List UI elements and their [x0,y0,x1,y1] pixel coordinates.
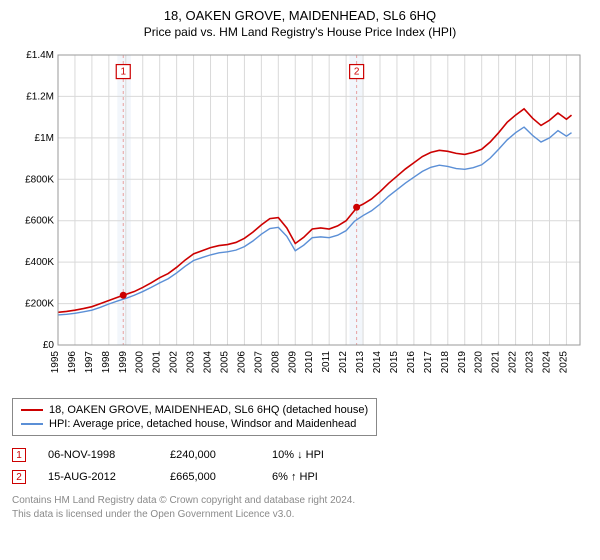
svg-text:2010: 2010 [304,351,315,374]
svg-text:2014: 2014 [372,351,383,374]
svg-text:2006: 2006 [236,351,247,374]
svg-text:2008: 2008 [270,351,281,374]
svg-text:2001: 2001 [152,351,163,374]
sale-date: 06-NOV-1998 [48,449,148,461]
svg-text:1996: 1996 [67,351,78,374]
sale-price: £240,000 [170,449,250,461]
svg-text:2007: 2007 [253,351,264,374]
legend-item: 18, OAKEN GROVE, MAIDENHEAD, SL6 6HQ (de… [21,403,368,417]
legend: 18, OAKEN GROVE, MAIDENHEAD, SL6 6HQ (de… [12,398,377,436]
sale-marker-icon: 1 [12,448,26,462]
svg-text:2022: 2022 [508,351,519,374]
svg-text:2009: 2009 [287,351,298,374]
svg-text:2011: 2011 [321,351,332,373]
svg-text:2024: 2024 [541,351,552,374]
footer-text: Contains HM Land Registry data © Crown c… [12,494,588,521]
svg-text:£1.2M: £1.2M [26,91,54,102]
page-subtitle: Price paid vs. HM Land Registry's House … [12,25,588,39]
svg-text:2017: 2017 [423,351,434,374]
svg-text:2: 2 [354,67,360,78]
sale-delta: 6% ↑ HPI [272,471,318,483]
legend-label: 18, OAKEN GROVE, MAIDENHEAD, SL6 6HQ (de… [49,404,368,416]
price-chart: £0 £200K £400K £600K £800K £1M £1.2M £1.4M 1995 1… [12,47,588,387]
svg-text:1995: 1995 [50,351,61,374]
sales-row: 1 06-NOV-1998 £240,000 10% ↓ HPI [12,444,588,466]
svg-text:2020: 2020 [474,351,485,374]
svg-text:2000: 2000 [135,351,146,374]
svg-text:£200K: £200K [25,299,54,310]
svg-text:2004: 2004 [203,351,214,374]
legend-swatch [21,423,43,425]
sales-table: 1 06-NOV-1998 £240,000 10% ↓ HPI 2 15-AUG-201… [12,444,588,488]
footer-line-1: Contains HM Land Registry data © Crown c… [12,494,588,508]
svg-text:£400K: £400K [25,257,54,268]
svg-text:2023: 2023 [525,351,536,374]
svg-text:2018: 2018 [440,351,451,374]
svg-text:£0: £0 [43,340,55,351]
svg-text:2025: 2025 [558,351,569,374]
svg-text:2013: 2013 [355,351,366,374]
svg-text:1997: 1997 [84,351,95,374]
svg-text:2016: 2016 [406,351,417,374]
chart-container: 18, OAKEN GROVE, MAIDENHEAD, SL6 6HQ Pri… [0,0,600,560]
svg-text:1998: 1998 [101,351,112,374]
svg-text:2019: 2019 [457,351,468,374]
svg-text:2005: 2005 [219,351,230,374]
footer-line-2: This data is licensed under the Open Gov… [12,508,588,522]
sale-marker-icon: 2 [12,470,26,484]
svg-text:2015: 2015 [389,351,400,374]
chart-area: £0 £200K £400K £600K £800K £1M £1.2M £1.4M 1995 1… [12,47,588,392]
svg-text:£600K: £600K [25,216,54,227]
svg-text:2012: 2012 [338,351,349,374]
sale-price: £665,000 [170,471,250,483]
svg-text:£1M: £1M [35,133,54,144]
sales-row: 2 15-AUG-2012 £665,000 6% ↑ HPI [12,466,588,488]
legend-label: HPI: Average price, detached house, Wind… [49,418,356,430]
svg-text:2002: 2002 [169,351,180,374]
legend-item: HPI: Average price, detached house, Wind… [21,417,368,431]
legend-swatch [21,409,43,411]
page-title: 18, OAKEN GROVE, MAIDENHEAD, SL6 6HQ [12,8,588,23]
svg-text:2021: 2021 [491,351,502,374]
svg-text:1: 1 [120,67,126,78]
svg-text:£800K: £800K [25,174,54,185]
svg-text:1999: 1999 [118,351,129,374]
svg-text:2003: 2003 [186,351,197,374]
svg-text:£1.4M: £1.4M [26,50,54,61]
sale-date: 15-AUG-2012 [48,471,148,483]
sale-delta: 10% ↓ HPI [272,449,324,461]
